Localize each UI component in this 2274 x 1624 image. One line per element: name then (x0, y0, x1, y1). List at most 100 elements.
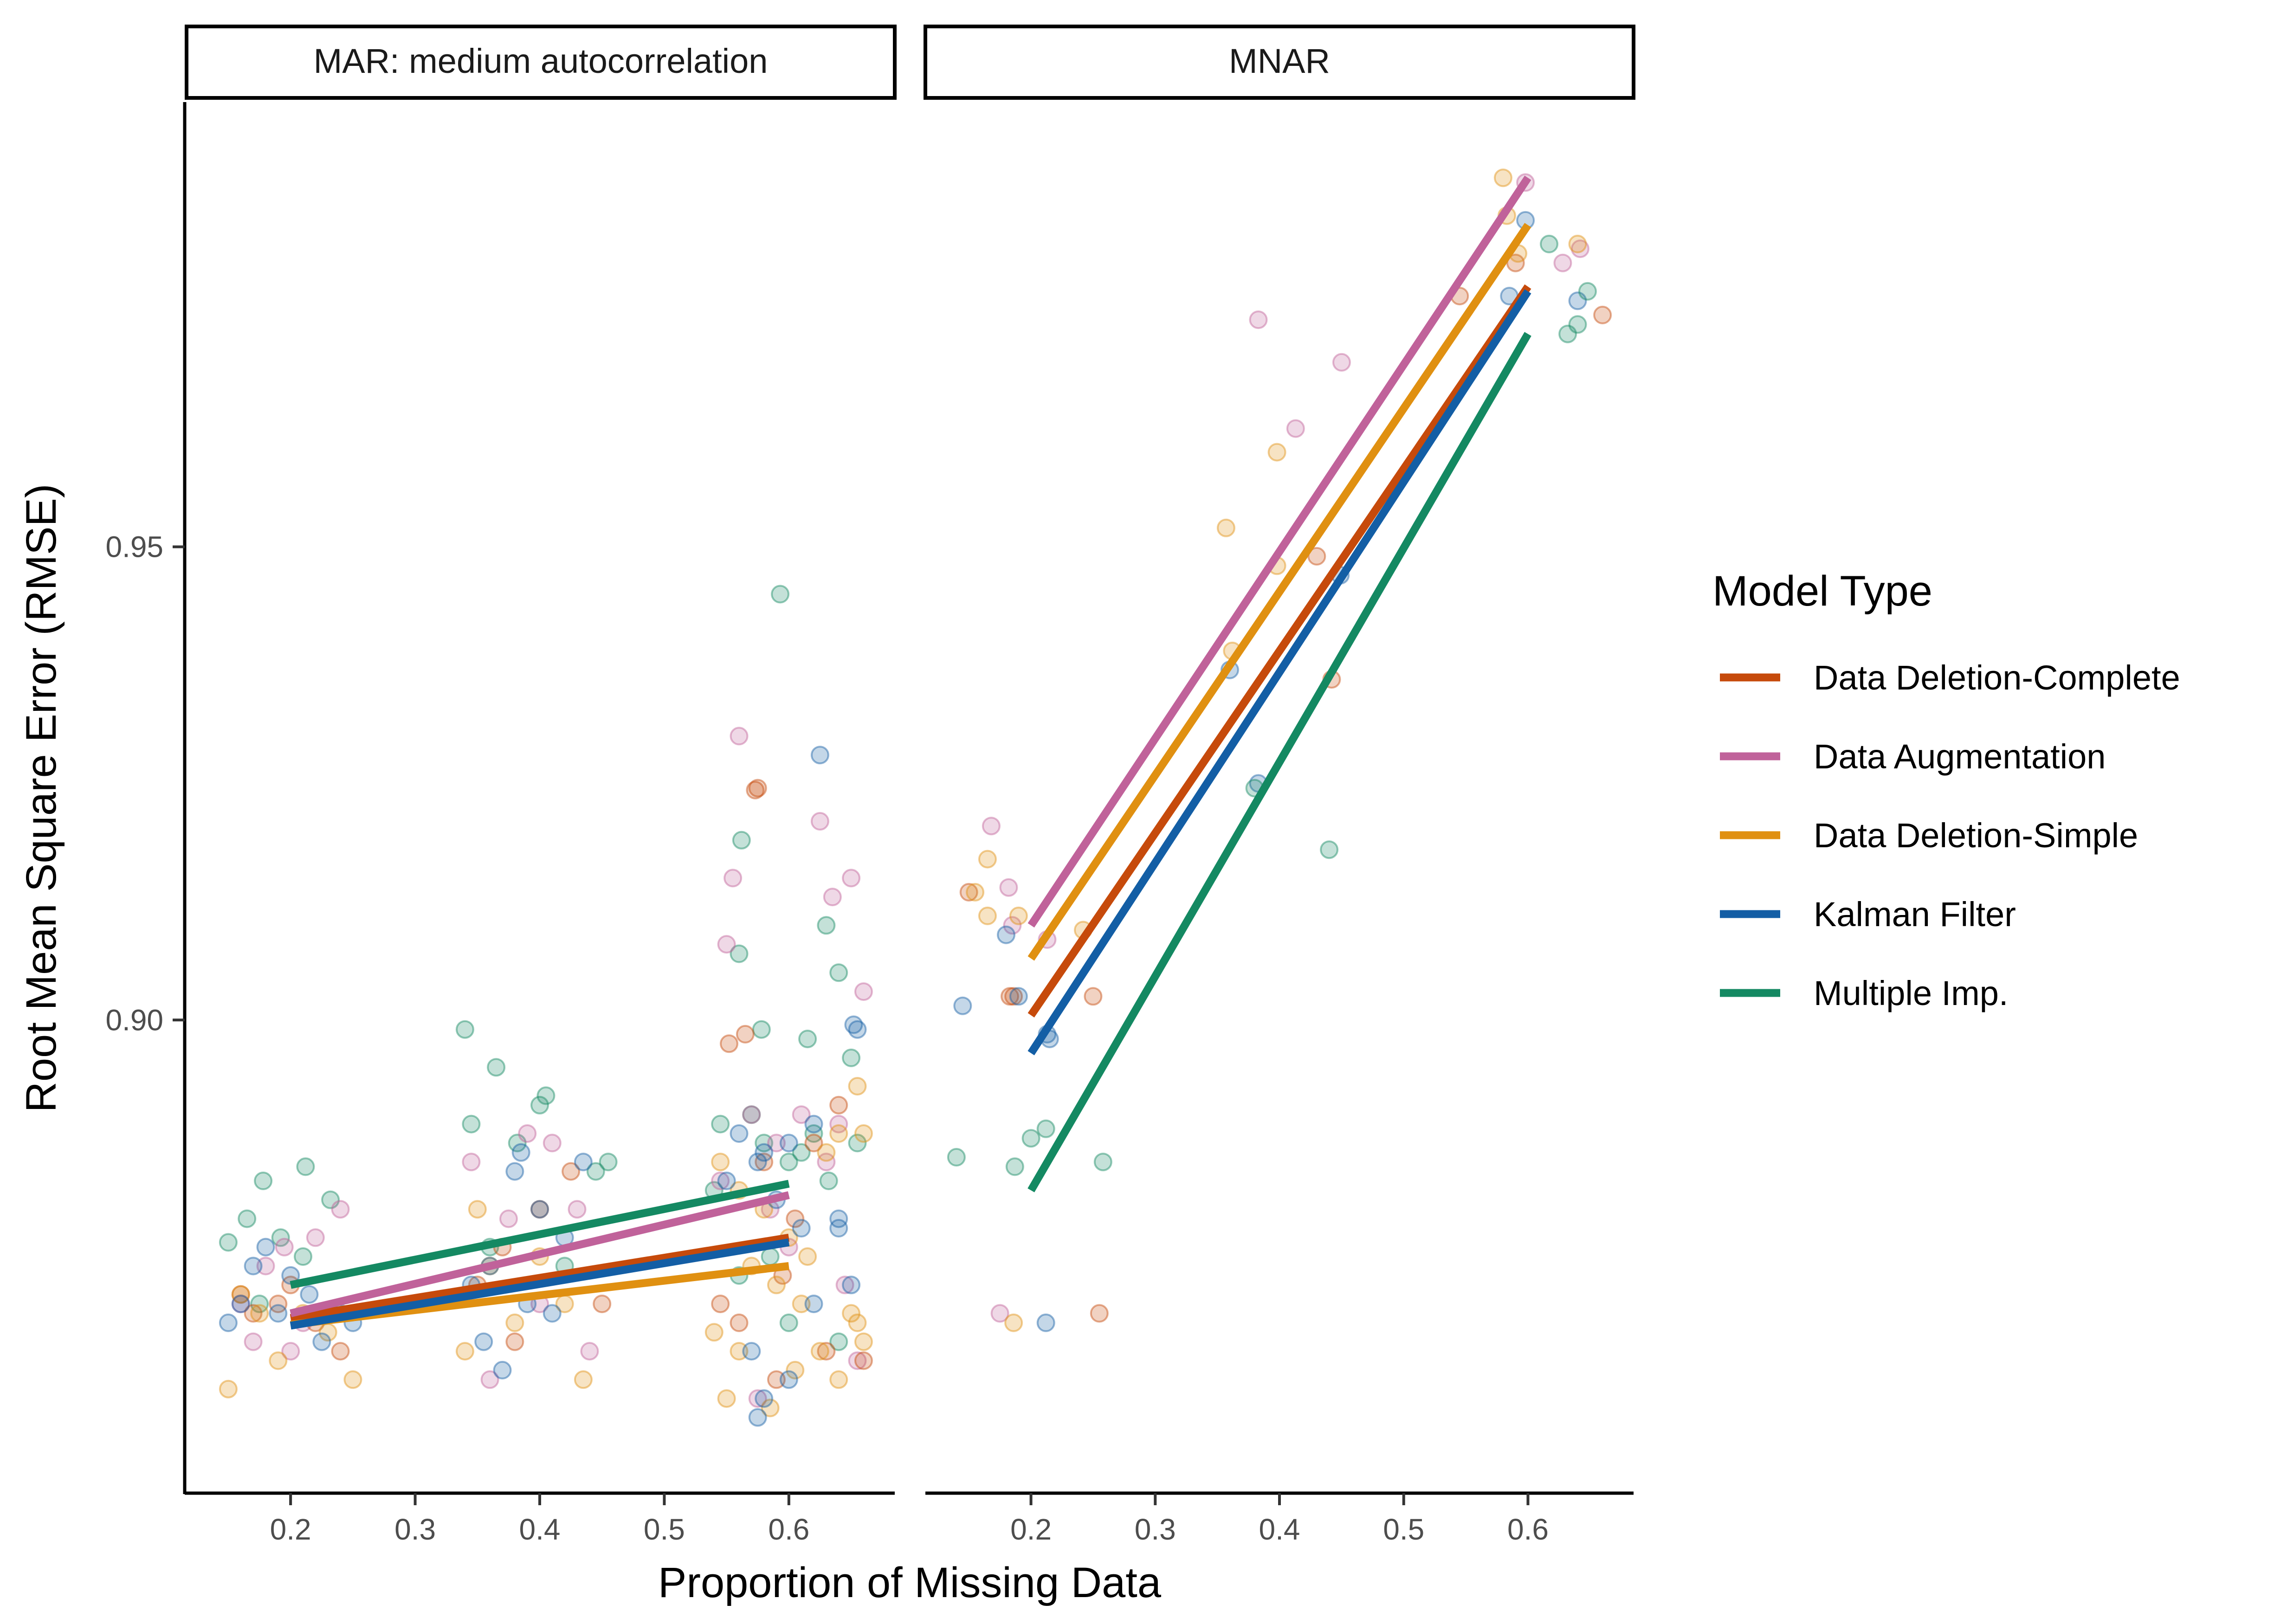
data-point (1332, 353, 1351, 372)
data-point (736, 1025, 755, 1044)
data-point (468, 1200, 487, 1219)
data-point (792, 1295, 811, 1314)
x-tick-label: 0.4 (1259, 1513, 1300, 1546)
y-ticks: 0.90 0.95 (105, 530, 185, 1037)
strip-label-mnar: MNAR (1229, 42, 1330, 80)
data-point (779, 1313, 798, 1332)
data-point (829, 1370, 848, 1389)
data-point (1090, 1304, 1109, 1323)
y-tick-label: 0.90 (105, 1003, 163, 1037)
data-point (848, 1134, 867, 1153)
data-point (978, 906, 997, 925)
data-point (244, 1304, 263, 1323)
data-point (543, 1304, 562, 1323)
data-point (487, 1058, 506, 1077)
data-point (1493, 168, 1512, 187)
data-point (720, 1034, 738, 1053)
legend-label: Kalman Filter (1814, 895, 2016, 934)
data-point (748, 1408, 767, 1427)
data-point (300, 1285, 319, 1304)
data-point (767, 1276, 786, 1295)
fit-line (1027, 175, 1531, 928)
data-point (767, 1134, 786, 1153)
fit-lines-layer (1027, 175, 1531, 1192)
data-point (1249, 310, 1268, 329)
x-tick-label: 0.2 (270, 1513, 311, 1546)
data-point (511, 1143, 530, 1162)
data-point (829, 1209, 848, 1228)
data-point (761, 1398, 780, 1418)
data-point (742, 1105, 761, 1124)
panel-strip-mar: MAR: medium autocorrelation (185, 25, 897, 100)
data-point (748, 779, 767, 798)
points-layer (219, 585, 873, 1427)
data-point (717, 1389, 736, 1408)
x-tick-label: 0.5 (1383, 1513, 1424, 1546)
data-point (530, 1096, 549, 1115)
x-tick-label: 0.2 (1010, 1513, 1052, 1546)
data-point (269, 1351, 288, 1370)
data-point (275, 1237, 294, 1257)
data-point (1004, 987, 1023, 1006)
data-point (271, 1228, 290, 1247)
data-point (343, 1370, 362, 1389)
data-point (947, 1148, 966, 1166)
data-point (842, 1276, 861, 1295)
data-point (1216, 518, 1235, 537)
legend-label: Data Augmentation (1814, 737, 2106, 776)
data-point (1558, 324, 1577, 343)
panel-mar (219, 585, 873, 1427)
y-axis-title: Root Mean Square Error (RMSE) (18, 484, 65, 1113)
data-point (829, 1115, 848, 1134)
strip-label-mar: MAR: medium autocorrelation (314, 42, 768, 80)
data-point (817, 1143, 836, 1162)
data-point (959, 883, 978, 902)
data-point (854, 1332, 873, 1351)
data-point (755, 1153, 774, 1172)
data-point (730, 1124, 749, 1143)
data-point (455, 1020, 474, 1039)
data-point (848, 1077, 867, 1096)
data-point (810, 812, 829, 831)
x-tick-label: 0.4 (519, 1513, 561, 1546)
data-point (269, 1304, 288, 1323)
data-point (755, 1134, 774, 1153)
data-point (982, 817, 1001, 836)
data-point (499, 1209, 518, 1228)
data-point (1003, 916, 1022, 935)
data-point (1506, 253, 1525, 272)
fit-lines-layer (290, 1179, 790, 1330)
data-point (536, 1086, 556, 1105)
fit-line (290, 1179, 790, 1289)
legend-items: Data Deletion-Complete Data Augmentation D… (1720, 658, 2180, 1012)
data-point (742, 1342, 761, 1361)
data-point (730, 727, 749, 746)
data-point (854, 1124, 873, 1143)
data-point (1286, 419, 1305, 438)
data-point (1084, 987, 1103, 1006)
data-point (711, 1153, 730, 1172)
data-point (804, 1124, 823, 1143)
data-point (817, 1153, 836, 1172)
data-point (294, 1247, 312, 1266)
data-point (835, 1276, 854, 1295)
data-point (518, 1124, 537, 1143)
data-point (990, 1304, 1009, 1323)
data-point (804, 1295, 823, 1314)
data-point (568, 1200, 587, 1219)
data-point (250, 1304, 269, 1323)
fit-line (290, 1238, 790, 1330)
data-point (978, 850, 997, 869)
data-point (966, 883, 985, 902)
data-point (761, 1247, 780, 1266)
data-point (321, 1190, 340, 1209)
data-point (1568, 315, 1587, 334)
data-point (804, 1134, 823, 1153)
x-tick-label: 0.3 (1135, 1513, 1176, 1546)
data-point (1568, 234, 1587, 253)
data-point (530, 1200, 549, 1219)
legend: Model Type Data Deletion-Complete Data Au… (1712, 567, 2180, 1012)
data-point (829, 1332, 848, 1351)
data-point (1036, 1313, 1055, 1332)
